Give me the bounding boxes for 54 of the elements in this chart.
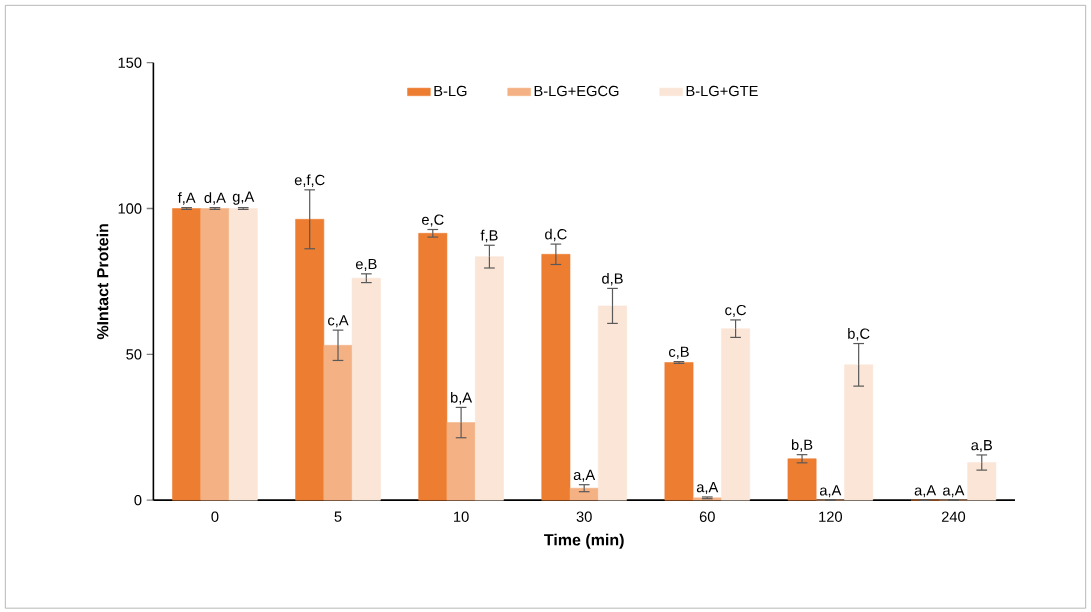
data-label: e,f,C bbox=[294, 174, 325, 187]
data-label: a,A bbox=[696, 481, 719, 494]
y-axis-title: %Intact Protein bbox=[96, 224, 109, 340]
bar bbox=[295, 218, 325, 501]
bar bbox=[474, 256, 504, 501]
data-label: b,A bbox=[451, 391, 473, 405]
x-tick-label: 60 bbox=[699, 511, 715, 522]
bar bbox=[541, 253, 571, 501]
data-label: e,B bbox=[355, 258, 377, 271]
bar bbox=[721, 328, 750, 501]
legend-label: B-LG bbox=[434, 85, 467, 97]
data-label: c,C bbox=[725, 304, 747, 317]
data-label: a,A bbox=[573, 469, 596, 482]
data-label: a,A bbox=[819, 485, 842, 498]
data-label: d,A bbox=[204, 192, 226, 205]
y-tick-label: 100 bbox=[118, 203, 142, 214]
bar bbox=[569, 487, 599, 501]
data-label: a,B bbox=[971, 439, 992, 452]
bar bbox=[418, 232, 448, 501]
bar bbox=[787, 458, 817, 501]
bar bbox=[200, 208, 230, 501]
data-label: d,C bbox=[545, 228, 567, 242]
data-label: b,B bbox=[791, 439, 813, 452]
bar bbox=[967, 462, 997, 501]
data-label: c,B bbox=[668, 346, 689, 359]
bar bbox=[446, 422, 476, 501]
legend-label: B-LG+GTE bbox=[686, 85, 758, 97]
data-label: e,C bbox=[422, 214, 444, 227]
x-tick-label: 0 bbox=[211, 511, 219, 522]
data-label: a,A bbox=[914, 485, 937, 498]
y-tick-label: 150 bbox=[118, 57, 142, 68]
data-label: c,A bbox=[328, 315, 349, 328]
bar bbox=[664, 362, 694, 501]
bar bbox=[172, 208, 202, 501]
bar bbox=[844, 364, 874, 501]
data-label: g,A bbox=[232, 191, 255, 205]
bar bbox=[351, 277, 381, 501]
y-tick-label: 0 bbox=[134, 494, 142, 506]
x-axis-title: Time (min) bbox=[544, 533, 624, 549]
data-label: b,C bbox=[848, 328, 870, 341]
bar bbox=[228, 208, 258, 501]
legend-label: B-LG+EGCG bbox=[534, 85, 619, 97]
x-tick-label: 5 bbox=[334, 511, 342, 522]
x-tick-label: 240 bbox=[941, 511, 966, 522]
x-tick-label: 10 bbox=[454, 511, 469, 522]
data-label: d,B bbox=[602, 272, 623, 286]
bar bbox=[598, 305, 627, 501]
y-tick-label: 50 bbox=[126, 349, 142, 360]
x-tick-label: 30 bbox=[576, 511, 592, 522]
bar bbox=[323, 344, 353, 501]
data-label: f,B bbox=[480, 229, 498, 243]
data-label: a,A bbox=[943, 485, 965, 498]
x-tick-label: 120 bbox=[819, 511, 842, 522]
data-label: f,A bbox=[177, 192, 196, 205]
